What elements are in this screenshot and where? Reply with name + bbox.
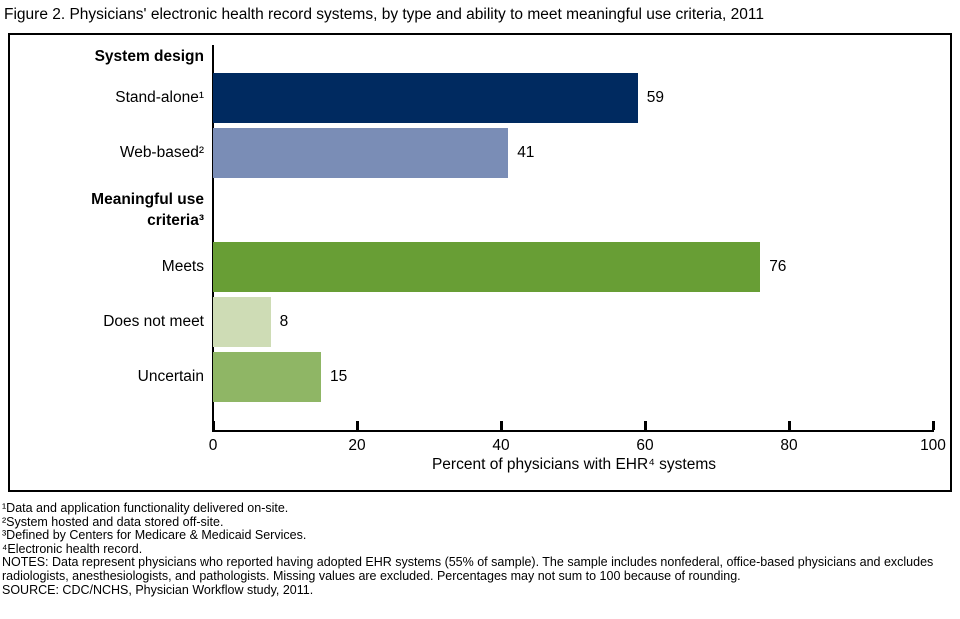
x-axis-tick-label: 100 [920,437,946,454]
x-axis-tick [787,421,791,430]
x-axis-tick-label: 60 [636,437,654,454]
bar-meets [213,242,761,292]
footnote-1: ¹Data and application functionality deli… [2,501,289,515]
x-axis-tick [643,421,647,430]
x-axis-title: Percent of physicians with EHR⁴ systems [431,456,717,473]
value-label-uncertain: 15 [330,368,348,385]
x-axis-tick-label: 20 [348,437,366,454]
x-axis-tick-label: 40 [492,437,510,454]
footnote-notes: NOTES: Data represent physicians who rep… [2,555,934,583]
footnote-4: ⁴Electronic health record. [2,541,143,556]
y-axis-line [211,45,214,432]
group-header-system-design: System design [94,48,204,65]
category-label-meets: Meets [161,258,204,275]
x-axis-tick [931,421,935,430]
footnote-2: ²System hosted and data stored off-site. [2,514,224,529]
bar-uncertain [213,352,321,402]
value-label-web-based: 41 [517,144,535,161]
footnote-3: ³Defined by Centers for Medicare & Medic… [2,528,307,543]
value-label-does-not-meet: 8 [279,313,289,330]
x-axis-tick-label: 0 [208,437,218,454]
footnote-source: SOURCE: CDC/NCHS, Physician Workflow stu… [2,582,314,597]
bar-stand-alone [213,73,638,123]
footnotes-block: ¹Data and application functionality deli… [2,501,954,597]
x-axis-line [211,429,934,432]
category-label-uncertain: Uncertain [137,368,204,385]
bar-web-based [213,128,509,178]
category-label-stand-alone: Stand-alone¹ [115,89,204,106]
x-axis-tick [355,421,359,430]
value-label-stand-alone: 59 [646,89,665,106]
bar-does-not-meet [213,297,271,347]
category-label-web-based: Web-based² [119,144,204,161]
x-axis-tick [211,421,215,430]
x-axis-tick [499,421,503,430]
value-label-meets: 76 [769,258,787,275]
figure-title: Figure 2. Physicians' electronic health … [4,6,764,23]
x-axis-tick-label: 80 [780,437,798,454]
group-header-meaningful-use-criteria: Meaningful use criteria³ [91,191,204,229]
category-label-does-not-meet: Does not meet [103,313,204,330]
